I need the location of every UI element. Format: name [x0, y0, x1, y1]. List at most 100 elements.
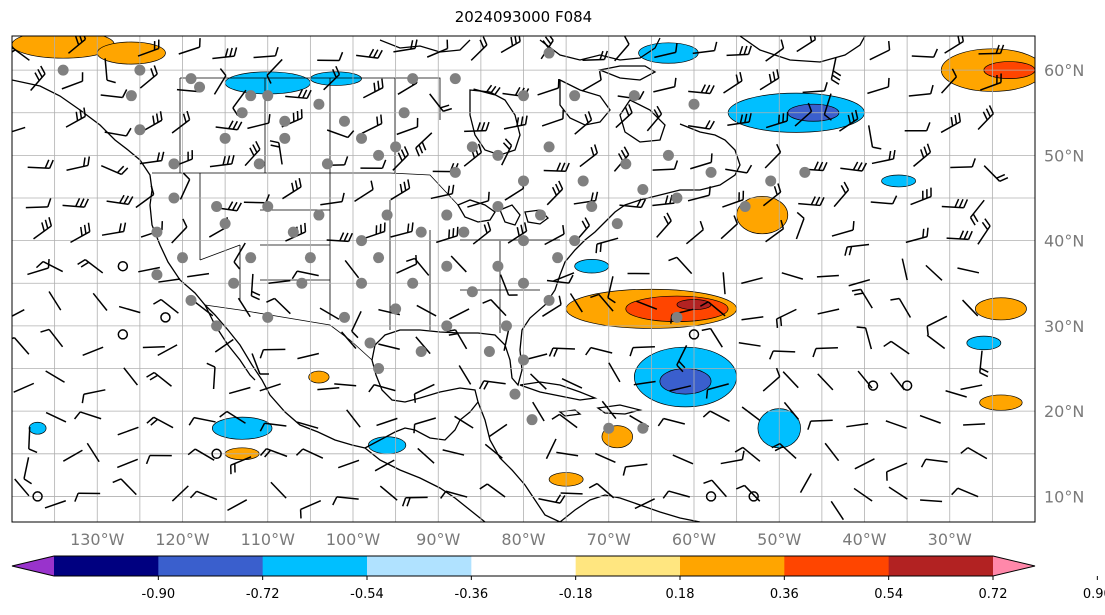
barb-feather [807, 420, 812, 430]
barb-feather [155, 113, 159, 123]
barb-feather [883, 340, 892, 348]
station-marker [398, 107, 410, 119]
barb-feather [440, 490, 447, 499]
barb-feather [298, 177, 302, 188]
barb-feather [146, 371, 155, 378]
wind-barb [317, 51, 344, 62]
barb-feather [775, 367, 781, 377]
barb-staff [794, 110, 813, 127]
colorbar-tick-label: -0.90 [142, 587, 176, 602]
barb-feather [23, 478, 32, 485]
barb-staff [672, 454, 694, 465]
wind-barb [317, 386, 340, 391]
colorbar-tick-label: -0.18 [559, 587, 593, 602]
wind-barb [442, 449, 465, 456]
barb-feather [887, 77, 890, 87]
barb-feather [981, 221, 989, 231]
wind-barb [653, 77, 677, 93]
barb-feather [118, 223, 122, 233]
barb-feather [456, 226, 459, 236]
wind-barb [81, 389, 106, 404]
barb-staff [138, 266, 161, 273]
barb-staff [48, 328, 64, 348]
barb-feather [399, 183, 403, 193]
wind-barb [74, 492, 101, 502]
barb-staff [608, 362, 621, 383]
barb-feather [668, 256, 678, 262]
barb-staff [590, 346, 613, 354]
barb-staff [867, 86, 889, 95]
barb-feather [559, 495, 566, 504]
barb-feather [623, 146, 630, 155]
barb-feather [83, 198, 89, 208]
barb-feather [153, 65, 158, 75]
station-marker [466, 141, 478, 153]
barb-feather [741, 450, 745, 460]
barb-feather [542, 40, 550, 49]
wind-barb [541, 109, 564, 127]
barb-feather [295, 448, 304, 456]
barb-staff [14, 478, 30, 497]
barb-feather [480, 122, 486, 132]
barb-feather [306, 89, 312, 99]
barb-feather [270, 144, 280, 148]
wind-barb [44, 500, 67, 509]
lon-label: 110°W [241, 530, 296, 549]
barb-staff [442, 449, 465, 456]
barb-staff [830, 500, 845, 521]
barb-feather [291, 182, 295, 192]
barb-feather [548, 347, 554, 357]
barb-staff [264, 422, 287, 427]
wind-barb [23, 457, 32, 485]
wind-barb [484, 443, 503, 459]
barb-feather [815, 196, 821, 206]
barb-feather [146, 416, 155, 424]
barb-feather [233, 47, 238, 57]
barb-feather [840, 184, 847, 194]
wind-barb [67, 36, 87, 54]
barb-feather [988, 105, 995, 114]
barb-staff [552, 347, 576, 350]
wind-barb [171, 485, 189, 502]
wind-barb [28, 426, 38, 454]
barb-staff [28, 426, 31, 449]
barb-feather [776, 143, 782, 153]
barb-staff [194, 448, 215, 461]
barb-feather [479, 39, 485, 49]
barb-feather [227, 201, 234, 210]
barb-feather [922, 228, 925, 238]
wind-barb [699, 301, 726, 317]
wind-barb [100, 89, 128, 99]
barb-feather [590, 192, 594, 202]
barb-staff [45, 411, 67, 423]
colorbar-tick-label: -0.72 [246, 587, 280, 602]
wind-barb [720, 215, 739, 240]
wind-barb [525, 353, 548, 361]
barb-feather [269, 140, 279, 144]
wind-barb [977, 105, 995, 130]
wind-barb [259, 383, 281, 392]
wind-barb [259, 348, 286, 359]
barb-staff [925, 264, 943, 281]
barb-feather [520, 224, 524, 234]
wind-barb [911, 48, 939, 58]
barb-feather [777, 183, 782, 193]
wind-barb [188, 416, 216, 426]
wind-barb [503, 115, 528, 130]
barb-feather [79, 109, 83, 119]
barb-feather [950, 116, 954, 127]
barb-staff [467, 200, 489, 208]
barb-feather [252, 144, 258, 153]
barb-staff [559, 413, 578, 429]
barb-staff [13, 337, 30, 355]
station-marker [518, 175, 529, 187]
longitude-labels: 130°W 120°W 110°W 100°W 90°W 80°W 70°W 60°W 50°W… [70, 530, 972, 549]
station-marker [185, 73, 197, 85]
barb-feather [666, 212, 672, 222]
barb-feather [773, 186, 778, 196]
barb-feather [75, 111, 79, 121]
barb-feather [485, 84, 493, 93]
barb-feather [403, 181, 407, 191]
barb-staff [773, 350, 796, 353]
